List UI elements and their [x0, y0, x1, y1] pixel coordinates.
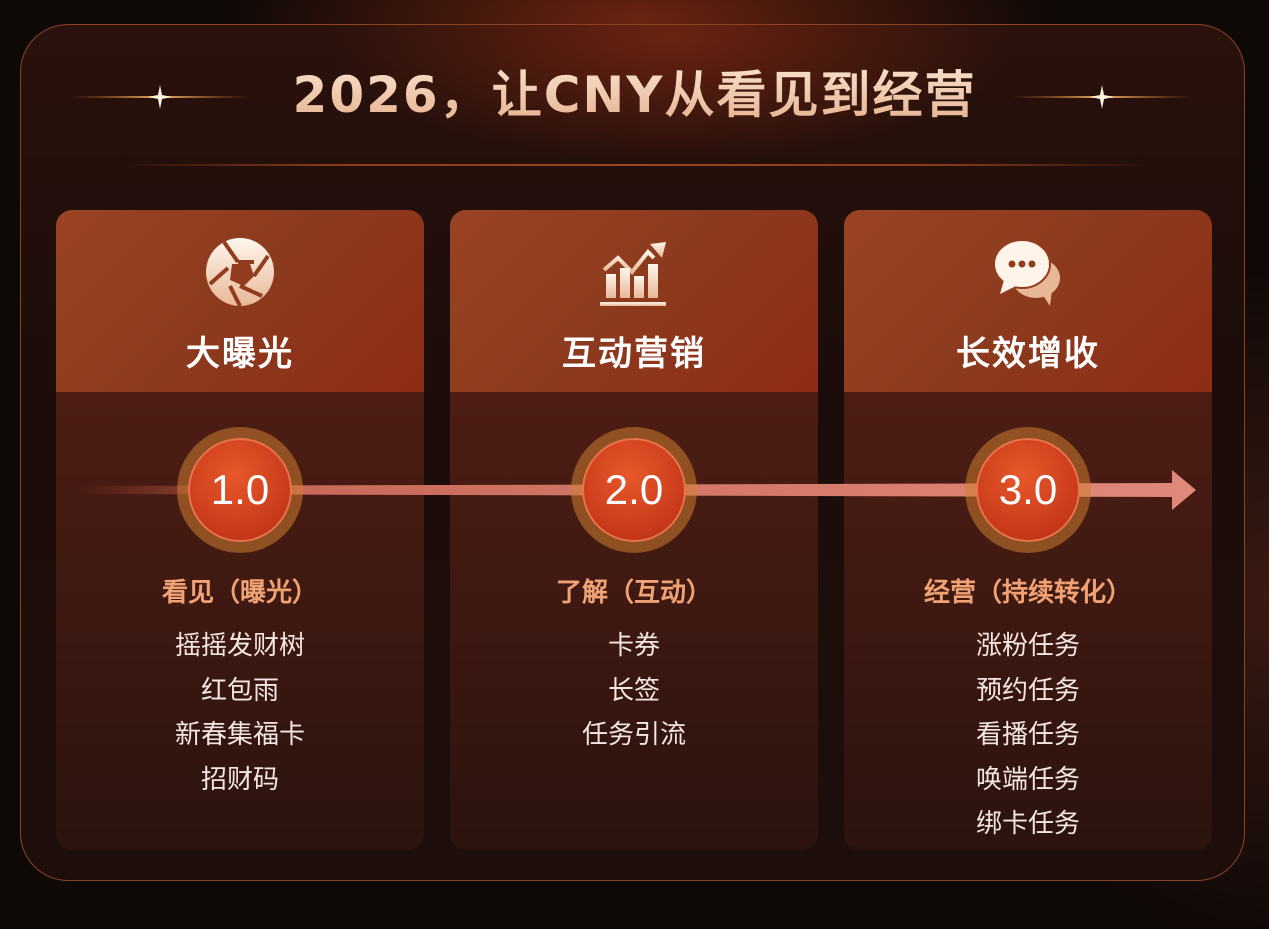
stage-title: 互动营销	[562, 334, 706, 374]
camera-aperture-icon	[206, 238, 274, 307]
stage-subtitle: 了解（互动）	[555, 578, 712, 608]
list-item: 绑卡任务	[975, 809, 1080, 839]
card-header: 互动营销	[450, 210, 818, 392]
stage-badge-1: 1.0	[188, 438, 292, 542]
title-divider	[120, 164, 1149, 166]
stage-title: 长效增收	[956, 334, 1100, 374]
stage-badge-2: 2.0	[582, 438, 686, 542]
stage-subtitle: 看见（曝光）	[161, 578, 318, 608]
list-item: 红包雨	[200, 675, 279, 706]
list-item: 看播任务	[975, 720, 1080, 750]
list-item: 摇摇发财树	[174, 631, 305, 661]
stage-items: 摇摇发财树 红包雨 新春集福卡 招财码	[56, 624, 424, 802]
list-item: 新春集福卡	[174, 720, 305, 750]
card-header: 大曝光	[56, 210, 424, 392]
stage-subtitle: 经营（持续转化）	[923, 578, 1132, 608]
page-title: 2026，让CNY从看见到经营	[0, 55, 1269, 127]
list-item: 唤端任务	[975, 764, 1080, 795]
list-item: 长签	[607, 675, 660, 706]
list-item: 任务引流	[581, 720, 686, 750]
list-item: 涨粉任务	[975, 631, 1080, 661]
sparkle-icon	[1012, 85, 1192, 109]
stage-items: 卡券 长签 任务引流	[450, 624, 818, 758]
chat-bubbles-icon	[993, 239, 1060, 306]
list-item: 招财码	[200, 764, 279, 795]
stage-badge-3: 3.0	[976, 438, 1080, 542]
stage-title: 大曝光	[186, 334, 294, 374]
card-header: 长效增收	[844, 210, 1212, 392]
sparkle-icon	[70, 85, 250, 109]
rising-chart-icon	[600, 242, 666, 306]
stage-items: 涨粉任务 预约任务 看播任务 唤端任务 绑卡任务	[844, 624, 1212, 847]
list-item: 卡券	[607, 631, 660, 661]
list-item: 预约任务	[975, 675, 1080, 706]
